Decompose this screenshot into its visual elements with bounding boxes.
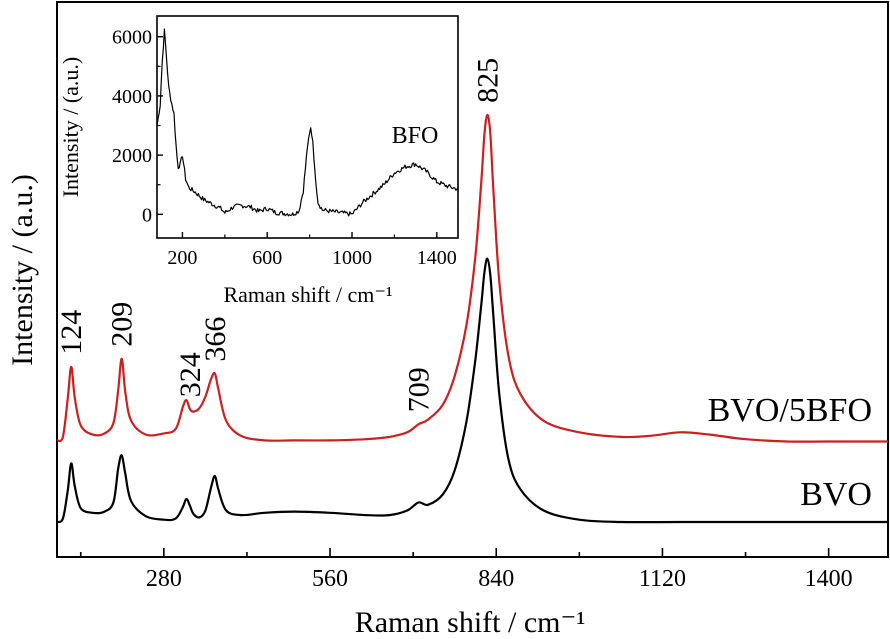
- main-y-axis-title: Intensity / (a.u.): [6, 174, 39, 366]
- inset-x-tick-label: 200: [167, 247, 197, 269]
- inset-y-tick-label: 4000: [112, 86, 152, 108]
- main-x-tick-label: 560: [312, 566, 348, 592]
- peak-label: 324: [174, 352, 207, 397]
- series-line-bfo: [156, 28, 459, 217]
- main-x-axis-title: Raman shift / cm⁻¹: [355, 606, 586, 639]
- inset-y-axis-title: Intensity / (a.u.): [58, 57, 83, 198]
- bfo-inset: 200 600 1000 1400 0 2000 4000 6000 Raman shift …: [58, 15, 459, 307]
- inset-x-axis-title: Raman shift / cm⁻¹: [223, 282, 392, 307]
- series-line-bvo-5bfo: [56, 113, 888, 443]
- series-label-bvo: BVO: [800, 476, 872, 513]
- peak-label: 366: [199, 317, 232, 362]
- peak-label: 209: [106, 302, 139, 347]
- inset-series-group: [156, 28, 459, 217]
- peak-label: 124: [55, 310, 88, 355]
- main-x-tick-label: 280: [146, 566, 182, 592]
- main-plot-frame: [56, 1, 889, 558]
- inset-x-tick-label: 600: [252, 247, 282, 269]
- inset-ticks: [157, 36, 438, 238]
- main-x-tick-label: 840: [478, 566, 514, 592]
- inset-tick-labels: 200 600 1000 1400 0 2000 4000 6000: [112, 27, 457, 269]
- main-x-ticks: [79, 548, 830, 557]
- peak-label: 825: [471, 58, 504, 103]
- series-label-bvo-5bfo: BVO/5BFO: [708, 392, 872, 429]
- inset-series-label-bfo: BFO: [392, 123, 439, 149]
- inset-x-tick-label: 1400: [417, 247, 457, 269]
- main-x-tick-label: 1120: [639, 566, 686, 592]
- inset-y-tick-label: 6000: [112, 27, 152, 49]
- main-series-group: [56, 113, 888, 524]
- inset-y-tick-label: 2000: [112, 145, 152, 167]
- inset-plot-frame: [156, 15, 459, 239]
- peak-label: 709: [403, 367, 436, 412]
- inset-y-tick-label: 0: [142, 204, 152, 226]
- main-x-tick-label: 1400: [805, 566, 853, 592]
- main-x-tick-labels: 280 560 840 1120 1400: [146, 566, 853, 592]
- series-line-bvo: [56, 257, 888, 524]
- inset-x-tick-label: 1000: [332, 247, 372, 269]
